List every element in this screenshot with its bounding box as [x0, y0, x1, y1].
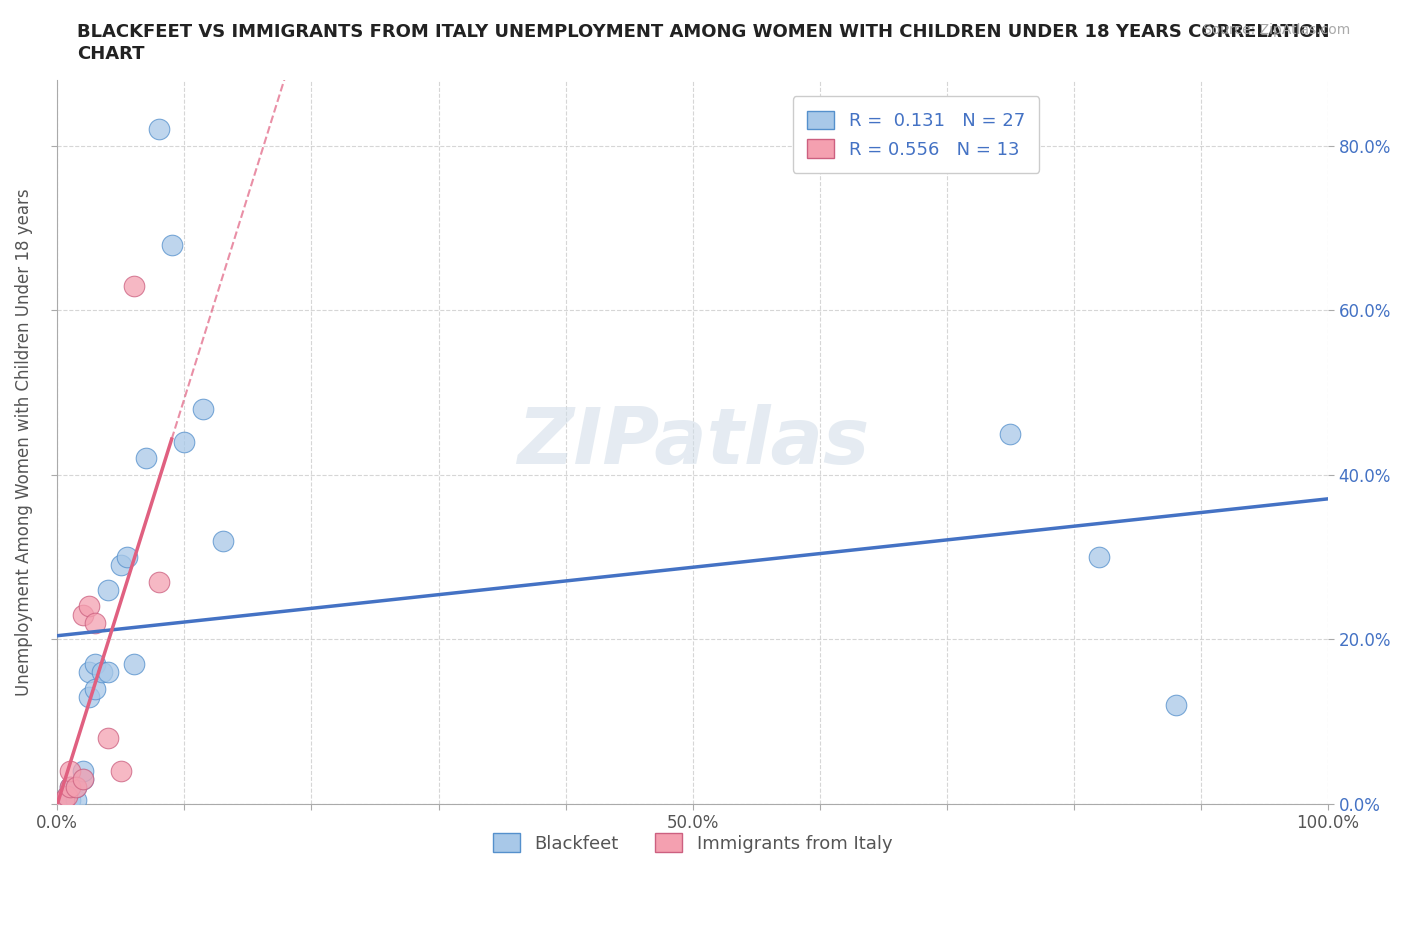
Point [77, 665, 100, 680]
Point [110, 558, 132, 573]
Point [122, 278, 145, 293]
Point [84, 616, 107, 631]
Text: Source: ZipAtlas.com: Source: ZipAtlas.com [1202, 23, 1350, 37]
Text: BLACKFEET VS IMMIGRANTS FROM ITALY UNEMPLOYMENT AMONG WOMEN WITH CHILDREN UNDER : BLACKFEET VS IMMIGRANTS FROM ITALY UNEMP… [77, 23, 1330, 41]
Point [72, 772, 94, 787]
Point [110, 764, 132, 778]
Point [77, 689, 100, 704]
Point [65, 780, 87, 795]
Point [72, 764, 94, 778]
Point [1088, 550, 1111, 565]
Y-axis label: Unemployment Among Women with Children Under 18 years: Unemployment Among Women with Children U… [15, 188, 32, 696]
Point [211, 533, 233, 548]
Point [59, 792, 82, 807]
Point [59, 780, 82, 795]
Point [122, 657, 145, 671]
Point [56, 788, 79, 803]
Point [97, 731, 120, 746]
Legend: Blackfeet, Immigrants from Italy: Blackfeet, Immigrants from Italy [486, 826, 900, 860]
Point [97, 582, 120, 597]
Point [1164, 698, 1187, 712]
Point [52, 792, 75, 807]
Point [65, 780, 87, 795]
Point [115, 550, 138, 565]
Point [84, 657, 107, 671]
Point [160, 237, 183, 252]
Point [72, 772, 94, 787]
Text: ZIPatlas: ZIPatlas [516, 404, 869, 480]
Point [173, 434, 195, 449]
Point [77, 599, 100, 614]
Point [72, 607, 94, 622]
Point [59, 764, 82, 778]
Point [148, 575, 170, 590]
Point [59, 780, 82, 795]
Point [148, 122, 170, 137]
Point [135, 451, 157, 466]
Point [90, 665, 112, 680]
Point [84, 681, 107, 696]
Point [56, 788, 79, 803]
Point [65, 792, 87, 807]
Point [193, 402, 215, 417]
Point [1000, 426, 1022, 441]
Text: CHART: CHART [77, 45, 145, 62]
Point [52, 792, 75, 807]
Point [97, 665, 120, 680]
